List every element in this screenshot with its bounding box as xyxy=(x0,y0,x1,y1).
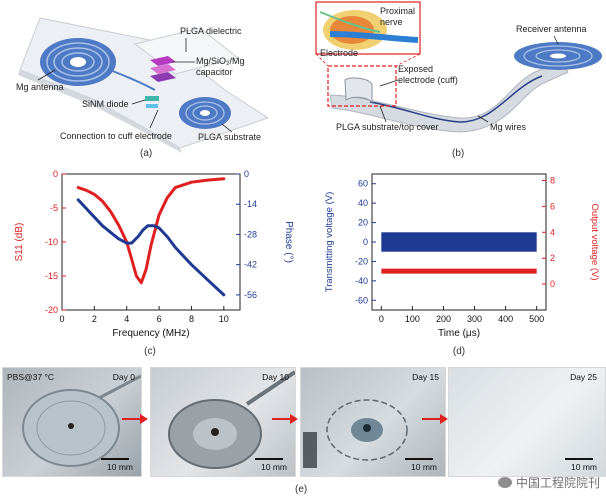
scale-label-0: 10 mm xyxy=(107,462,133,472)
substrate-coil xyxy=(179,97,231,129)
photo-day-15: Day 15 10 mm xyxy=(300,367,446,477)
chart-voltage-time: 0 100 200 300 400 500 -60 -40 -20 0 20 40 60 0 2 4 6 8 Tr… xyxy=(324,173,600,357)
scale-label-10: 10 mm xyxy=(261,462,287,472)
x-tick-label: 8 xyxy=(189,314,194,324)
day-label-25: Day 25 xyxy=(570,372,597,382)
y2-tick-label: 6 xyxy=(550,201,555,211)
wechat-icon xyxy=(497,477,512,488)
photo-day-0: PBS@37 °C Day 0 10 mm xyxy=(2,367,142,477)
y-tick-label: -20 xyxy=(45,305,58,315)
callout-exposed-electrode: Exposed electrode (cuff) xyxy=(398,64,458,85)
callout-plga-cover: PLGA substrate/top cover xyxy=(336,122,439,132)
y-tick-label: -60 xyxy=(355,295,368,305)
arrow-icon xyxy=(122,414,148,424)
x-tick-label: 300 xyxy=(467,314,482,324)
output-voltage-line xyxy=(381,268,537,274)
x-tick-label: 6 xyxy=(157,314,162,324)
y2-tick-label: 8 xyxy=(550,175,555,185)
transmitting-voltage-band xyxy=(381,232,537,252)
panel-a-illustration xyxy=(18,17,270,153)
callout-connection: Connection to cuff electrode xyxy=(60,131,172,141)
scale-bar-0 xyxy=(101,458,129,460)
photo-day-25: Day 25 10 mm xyxy=(448,367,606,477)
chart-d-ylabel-left: Transmitting voltage (V) xyxy=(324,192,335,293)
callout-electrode: Electrode xyxy=(320,48,359,58)
callout-mg-antenna: Mg antenna xyxy=(16,82,64,92)
mg-antenna-spiral xyxy=(40,38,116,86)
callout-proximal-nerve: Proximal nerve xyxy=(380,6,416,27)
diode-element xyxy=(145,96,159,101)
watermark: 中国工程院院刊 xyxy=(497,474,600,491)
x-tick-label: 400 xyxy=(498,314,513,324)
scale-bar-25 xyxy=(565,458,593,460)
x-tick-label: 10 xyxy=(219,314,229,324)
day-label-10: Day 10 xyxy=(262,372,289,382)
y-tick-label: 0 xyxy=(363,237,368,247)
panel-c-label: (c) xyxy=(144,346,156,357)
callout-mg-wires: Mg wires xyxy=(490,122,527,132)
chart-s11-phase: 0 2 4 6 8 100-5-10-15-200-14-28-42-56 S11 (dB… xyxy=(14,169,294,357)
device-film-day-15 xyxy=(303,399,408,468)
y2-tick-label: -14 xyxy=(244,199,257,209)
chart-d-ylabel-right: Output voltage (V) xyxy=(589,203,600,280)
y-tick-label: -10 xyxy=(45,237,58,247)
panel-b-illustration xyxy=(315,1,602,133)
callout-plga-dielectric: PLGA dielectric xyxy=(180,26,242,36)
phase-series-line xyxy=(76,198,226,297)
y-tick-label: -20 xyxy=(355,256,368,266)
nerve-inset xyxy=(315,1,421,55)
callout-plga-substrate: PLGA substrate xyxy=(198,132,262,142)
y2-tick-label: 2 xyxy=(550,253,555,263)
y-tick-label: -40 xyxy=(355,276,368,286)
device-film-day-0 xyxy=(22,374,141,467)
y2-tick-label: -42 xyxy=(244,260,257,270)
arrow-icon xyxy=(422,414,448,424)
y-tick-label: -5 xyxy=(50,203,58,213)
day-label-0: Day 0 xyxy=(112,372,135,382)
chart-c-xlabel: Frequency (MHz) xyxy=(112,328,189,339)
cuff-highlight-box xyxy=(327,65,397,107)
panel-b-label: (b) xyxy=(452,148,465,159)
panel-d-label: (d) xyxy=(453,346,465,357)
arrow-icon xyxy=(272,414,298,424)
capacitor-stack xyxy=(150,56,176,82)
scale-label-15: 10 mm xyxy=(411,462,437,472)
chart-c-ylabel-left: S11 (dB) xyxy=(14,223,25,262)
callout-capacitor: Mg/SiO₂/Mg capacitor xyxy=(196,56,245,77)
x-tick-label: 500 xyxy=(529,314,544,324)
x-tick-label: 0 xyxy=(59,314,64,324)
day-label-15: Day 15 xyxy=(412,372,439,382)
x-tick-label: 100 xyxy=(405,314,420,324)
y-tick-label: -15 xyxy=(45,271,58,281)
x-tick-label: 200 xyxy=(436,314,451,324)
chart-c-ylabel-right: Phase (°) xyxy=(283,221,294,263)
y-tick-label: 60 xyxy=(358,179,368,189)
receiver-antenna xyxy=(514,42,602,70)
y2-tick-label: 0 xyxy=(244,169,249,179)
y-tick-label: 40 xyxy=(358,198,368,208)
y2-tick-label: -28 xyxy=(244,229,257,239)
scale-bar-15 xyxy=(405,458,433,460)
panel-a-label: (a) xyxy=(140,148,153,159)
x-tick-label: 2 xyxy=(92,314,97,324)
x-tick-label: 0 xyxy=(379,314,384,324)
photo-day-10: Day 10 10 mm xyxy=(150,367,296,477)
watermark-text: 中国工程院院刊 xyxy=(515,476,600,490)
callout-receiver-antenna: Receiver antenna xyxy=(516,24,587,34)
x-tick-label: 4 xyxy=(124,314,129,324)
scale-label-25: 10 mm xyxy=(571,462,597,472)
device-film-day-10 xyxy=(168,370,295,469)
y2-tick-label: 0 xyxy=(550,279,555,289)
chart-d-xlabel: Time (μs) xyxy=(438,328,480,339)
y-tick-label: 0 xyxy=(53,169,58,179)
y2-tick-label: 4 xyxy=(550,227,555,237)
condition-label: PBS@37 °C xyxy=(7,372,54,382)
s11-series-line xyxy=(76,177,226,285)
y2-tick-label: -56 xyxy=(244,290,257,300)
y-tick-label: 20 xyxy=(358,218,368,228)
scale-bar-10 xyxy=(255,458,283,460)
callout-sinm-diode: SiNM diode xyxy=(82,99,129,109)
panel-e-label: (e) xyxy=(295,484,308,495)
